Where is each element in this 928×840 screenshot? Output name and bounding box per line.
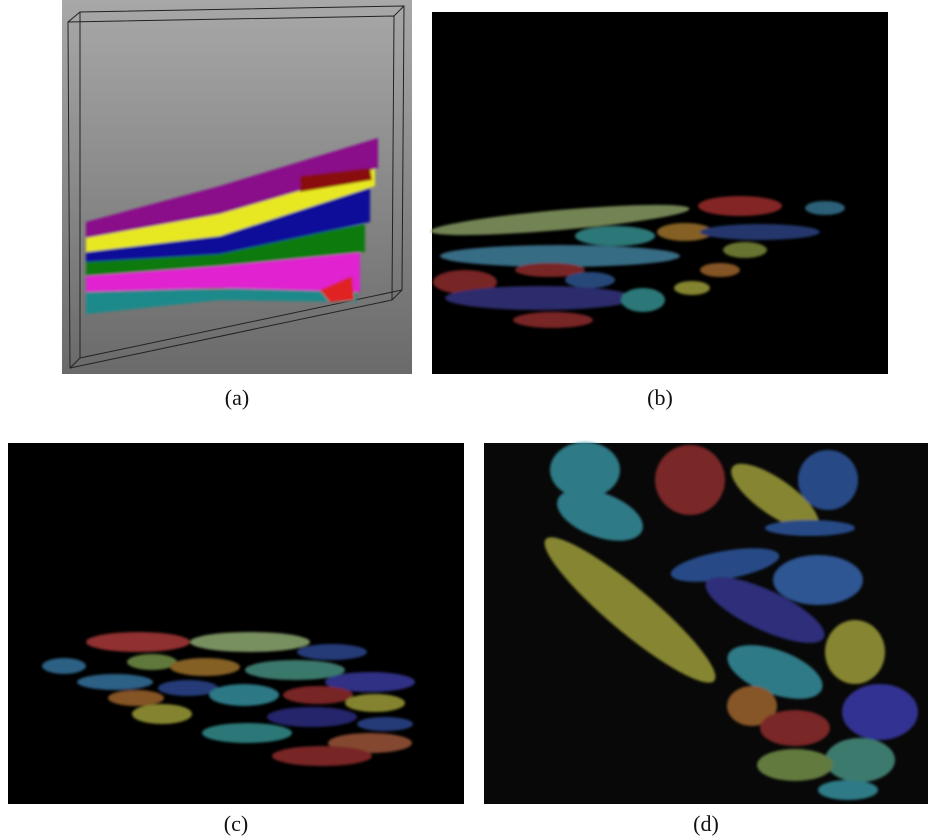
page: (a) (b) (0, 0, 928, 840)
panel-c-image (8, 443, 464, 804)
caption: (c) (224, 811, 248, 836)
caption: (d) (693, 811, 719, 836)
figure: (a) (b) (0, 0, 928, 840)
caption: (b) (647, 385, 673, 410)
panel-d-image (484, 442, 928, 804)
panel-b-image (430, 12, 888, 374)
caption: (a) (225, 385, 249, 410)
panel-a-image (62, 0, 412, 374)
